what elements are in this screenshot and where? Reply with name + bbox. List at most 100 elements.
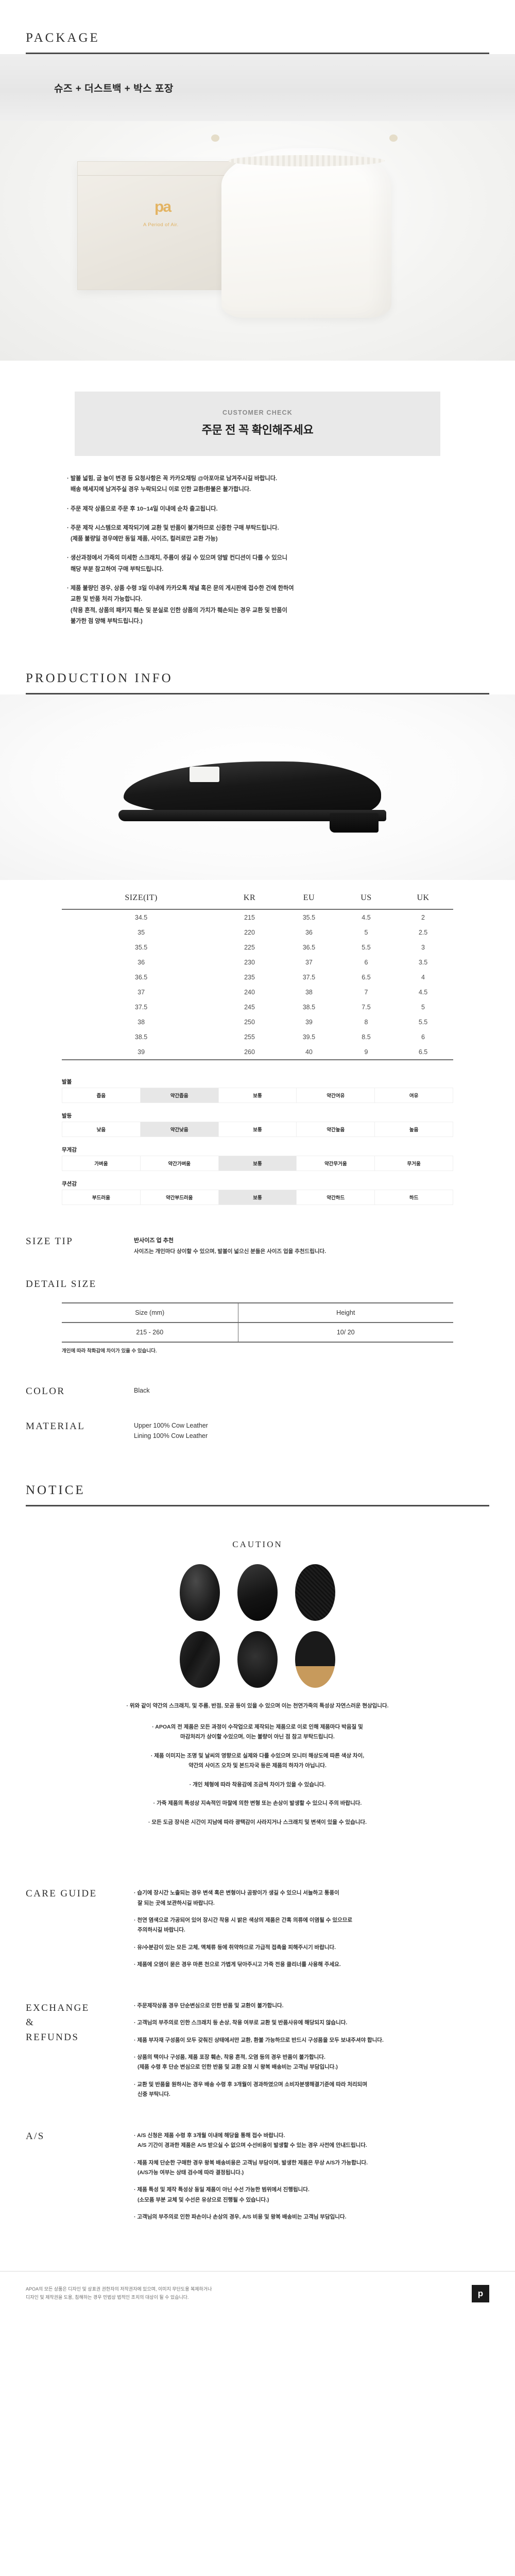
color-value: Black — [134, 1387, 150, 1395]
scale-option[interactable]: 낮음 — [62, 1122, 141, 1137]
scale-option[interactable]: 약간부드러움 — [140, 1190, 219, 1205]
cell: 2.5 — [418, 928, 428, 936]
scale-option[interactable]: 약간여유 — [297, 1088, 375, 1103]
bullet-line: · 위와 같이 약간의 스크래치, 및 주름, 반점, 모공 등이 있을 수 있… — [126, 1703, 389, 1709]
list-item: · 고객님의 부주의로 인한 파손이나 손상의 경우, A/S 비용 및 왕복 … — [134, 2212, 489, 2222]
list-item: · A/S 신청은 제품 수령 후 3개월 이내에 해당을 통해 접수 바랍니다… — [134, 2131, 489, 2151]
cell: 39.5 — [302, 1033, 316, 1041]
brand-logo-mark: pa — [154, 198, 171, 215]
bullet-line: · 개인 체형에 따라 착용감에 조금씩 차이가 있을 수 있습니다. — [189, 1781, 326, 1788]
fit-attributes: 발볼 좁음 약간좁음 보통 약간여유 여유 발등 낮음 약간낮음 보통 약간높음… — [0, 1078, 515, 1206]
leather-detail-photo — [237, 1631, 278, 1688]
cell-height: 10/ 20 — [238, 1323, 453, 1343]
cell: 7 — [364, 988, 368, 996]
scale-option[interactable]: 무거움 — [375, 1156, 453, 1171]
attribute-label: 발볼 — [62, 1079, 72, 1086]
cell: 37 — [138, 988, 145, 996]
cell: 4.5 — [418, 988, 428, 996]
col-size-mm: Size (mm) — [62, 1302, 238, 1324]
as-row: A/S · A/S 신청은 제품 수령 후 3개월 이내에 해당을 통해 접수 … — [0, 2131, 515, 2230]
cell: 38.5 — [134, 1033, 148, 1041]
size-tip-headline: 반사이즈 업 추천 — [134, 1238, 174, 1244]
list-item: · 주문 제작 시스템으로 제작되기에 교환 및 반품이 불가하므로 신중한 구… — [67, 523, 448, 545]
loafer-upper — [124, 761, 381, 816]
scale-option[interactable]: 약간높음 — [297, 1122, 375, 1137]
list-item: · 주문 제작 상품으로 주문 후 10~14일 이내에 순차 출고됩니다. — [67, 504, 448, 515]
bullet-line: · 제품 불량인 경우, 상품 수령 3일 이내에 카카오톡 채널 혹은 문의 … — [67, 585, 294, 591]
scale-option[interactable]: 약간하드 — [297, 1190, 375, 1205]
bullet-line: 신중 부탁니다. — [138, 2091, 170, 2098]
cell: 35.5 — [134, 943, 148, 951]
dust-bag-cord-right-icon — [389, 134, 398, 142]
cell: 37.5 — [134, 1003, 148, 1011]
scale-option[interactable]: 여유 — [375, 1088, 453, 1103]
bullet-line: 배송 메세지에 남겨주실 경우 누락되오니 이로 인한 교환/환불은 불가합니다… — [71, 486, 251, 493]
cell: 34.5 — [134, 913, 148, 921]
scale-option-selected[interactable]: 약간낮음 — [140, 1122, 219, 1137]
package-photo: pa A Period of Air. — [0, 121, 515, 361]
scale-option[interactable]: 가벼움 — [62, 1156, 141, 1171]
cell: 36.5 — [134, 973, 148, 981]
detail-size-table: Size (mm) Height 215 - 260 10/ 20 — [62, 1302, 453, 1343]
table-row: 39 260 40 9 6.5 — [62, 1044, 453, 1061]
list-item: · 상품의 택이나 구성품, 제품 포장 훼손, 착용 흔적, 오염 등의 경우… — [134, 2053, 489, 2073]
bullet-line: 해당 부분 참고하여 구매 부탁드립니다. — [71, 566, 164, 572]
cell: 7.5 — [362, 1003, 371, 1011]
scale-option[interactable]: 좁음 — [62, 1088, 141, 1103]
cell: 36 — [305, 928, 313, 936]
bullet-line: · 천연 염색으로 가공되어 있어 장시간 착용 시 밝은 색상의 제품은 간혹… — [134, 1917, 352, 1924]
attribute-foot-width: 발볼 좁음 약간좁음 보통 약간여유 여유 — [62, 1078, 453, 1104]
scale-option-selected[interactable]: 보통 — [218, 1190, 297, 1205]
list-item: · 제품 이미지는 조명 및 날씨의 영향으로 실제와 다를 수있으며 모니터 … — [0, 1751, 515, 1771]
notice-title: NOTICE — [26, 1483, 85, 1498]
dust-bag-cord-left-icon — [211, 134, 219, 142]
scale-option-selected[interactable]: 약간좁음 — [140, 1088, 219, 1103]
scale-option[interactable]: 하드 — [375, 1190, 453, 1205]
cell: 6 — [421, 1033, 425, 1041]
package-banner: 슈즈 + 더스트백 + 박스 포장 — [0, 54, 515, 121]
table-row: 38 250 39 8 5.5 — [62, 1014, 453, 1029]
customer-check-list: · 발볼 넓힘, 굽 높이 변경 등 요청사항은 꼭 카카오채팅 @아포아로 남… — [0, 456, 515, 627]
scale-option[interactable]: 부드러움 — [62, 1190, 141, 1205]
table-row: 34.5 215 35.5 4.5 2 — [62, 909, 453, 925]
leather-detail-photo — [295, 1564, 335, 1621]
col-uk: UK — [393, 888, 453, 910]
color-row: COLOR Black — [0, 1386, 515, 1397]
bullet-line: (A/S가능 여부는 상태 검수에 따라 결정됩니다.) — [138, 2169, 244, 2176]
cell: 38 — [138, 1018, 145, 1026]
cell-size-range: 215 - 260 — [62, 1323, 238, 1343]
size-tip-sub: 사이즈는 개인마다 상이할 수 있으며, 발볼이 넓으신 분들은 사이즈 업을 … — [134, 1248, 327, 1255]
attribute-label: 발등 — [62, 1113, 72, 1120]
bullet-line: 교환 및 반품 처리 가능합니다. — [71, 596, 143, 603]
bullet-line: · APOA의 전 제품은 모든 과정이 수작업으로 제작되는 제품으로 이로 … — [152, 1723, 363, 1730]
customer-check-banner: CUSTOMER CHECK 주문 전 꼭 확인해주세요 — [75, 392, 440, 456]
cell: 255 — [244, 1033, 255, 1041]
bullet-line: (제품 불량일 경우에만 동일 제품, 사이즈, 컬러로만 교환 가능) — [71, 536, 218, 543]
table-header-row: Size (mm) Height — [62, 1302, 453, 1324]
scale-option[interactable]: 약간무거움 — [297, 1156, 375, 1171]
scale-option[interactable]: 보통 — [218, 1122, 297, 1137]
list-item: · 제품 불량인 경우, 상품 수령 3일 이내에 카카오톡 채널 혹은 문의 … — [67, 583, 448, 627]
list-item: · 가죽 제품의 특성상 지속적인 마찰에 의한 변형 또는 손상이 발생할 수… — [0, 1799, 515, 1808]
exchange-label-line3: REFUNDS — [26, 2031, 79, 2043]
detail-size-label: DETAIL SIZE — [26, 1279, 97, 1290]
detail-size-note: 개인에 따라 착화감에 차이가 있을 수 있습니다. — [62, 1348, 157, 1354]
scale-option[interactable]: 높음 — [375, 1122, 453, 1137]
cell: 5 — [421, 1003, 425, 1011]
scale-option-selected[interactable]: 보통 — [218, 1156, 297, 1171]
brand-tagline: A Period of Air. — [143, 222, 179, 228]
bullet-line: 약간의 사이즈 오차 및 본드자국 등은 제품의 하자가 아닙니다. — [188, 1762, 327, 1769]
bullet-line: · 제품 특성 및 제작 특성상 동일 제품이 아닌 수선 가능한 범위에서 진… — [134, 2187, 310, 2193]
notice-title-rule — [26, 1505, 489, 1507]
product-detail-page: PACKAGE 슈즈 + 더스트백 + 박스 포장 pa A Period of… — [0, 31, 515, 2302]
scale-option[interactable]: 약간가벼움 — [140, 1156, 219, 1171]
attribute-label: 쿠션감 — [62, 1181, 77, 1188]
size-tip-row: SIZE TIP 반사이즈 업 추천 사이즈는 개인마다 상이할 수 있으며, … — [0, 1236, 515, 1255]
brand-logo-icon: p — [472, 2284, 489, 2302]
package-banner-text: 슈즈 + 더스트백 + 박스 포장 — [54, 83, 174, 94]
scale-option[interactable]: 보통 — [218, 1088, 297, 1103]
cell: 3 — [421, 943, 425, 951]
list-item: · 제품 부자재 구성품이 모두 갖춰진 상태에서만 교환, 환불 가능하므로 … — [134, 2036, 489, 2045]
bullet-line: · 생산과정에서 가죽의 미세한 스크래치, 주름이 생길 수 있으며 양발 컨… — [67, 555, 288, 562]
bullet-line: · 주문제작상품 경우 단순변심으로 인한 반품 및 교환이 불가합니다. — [134, 2002, 284, 2009]
